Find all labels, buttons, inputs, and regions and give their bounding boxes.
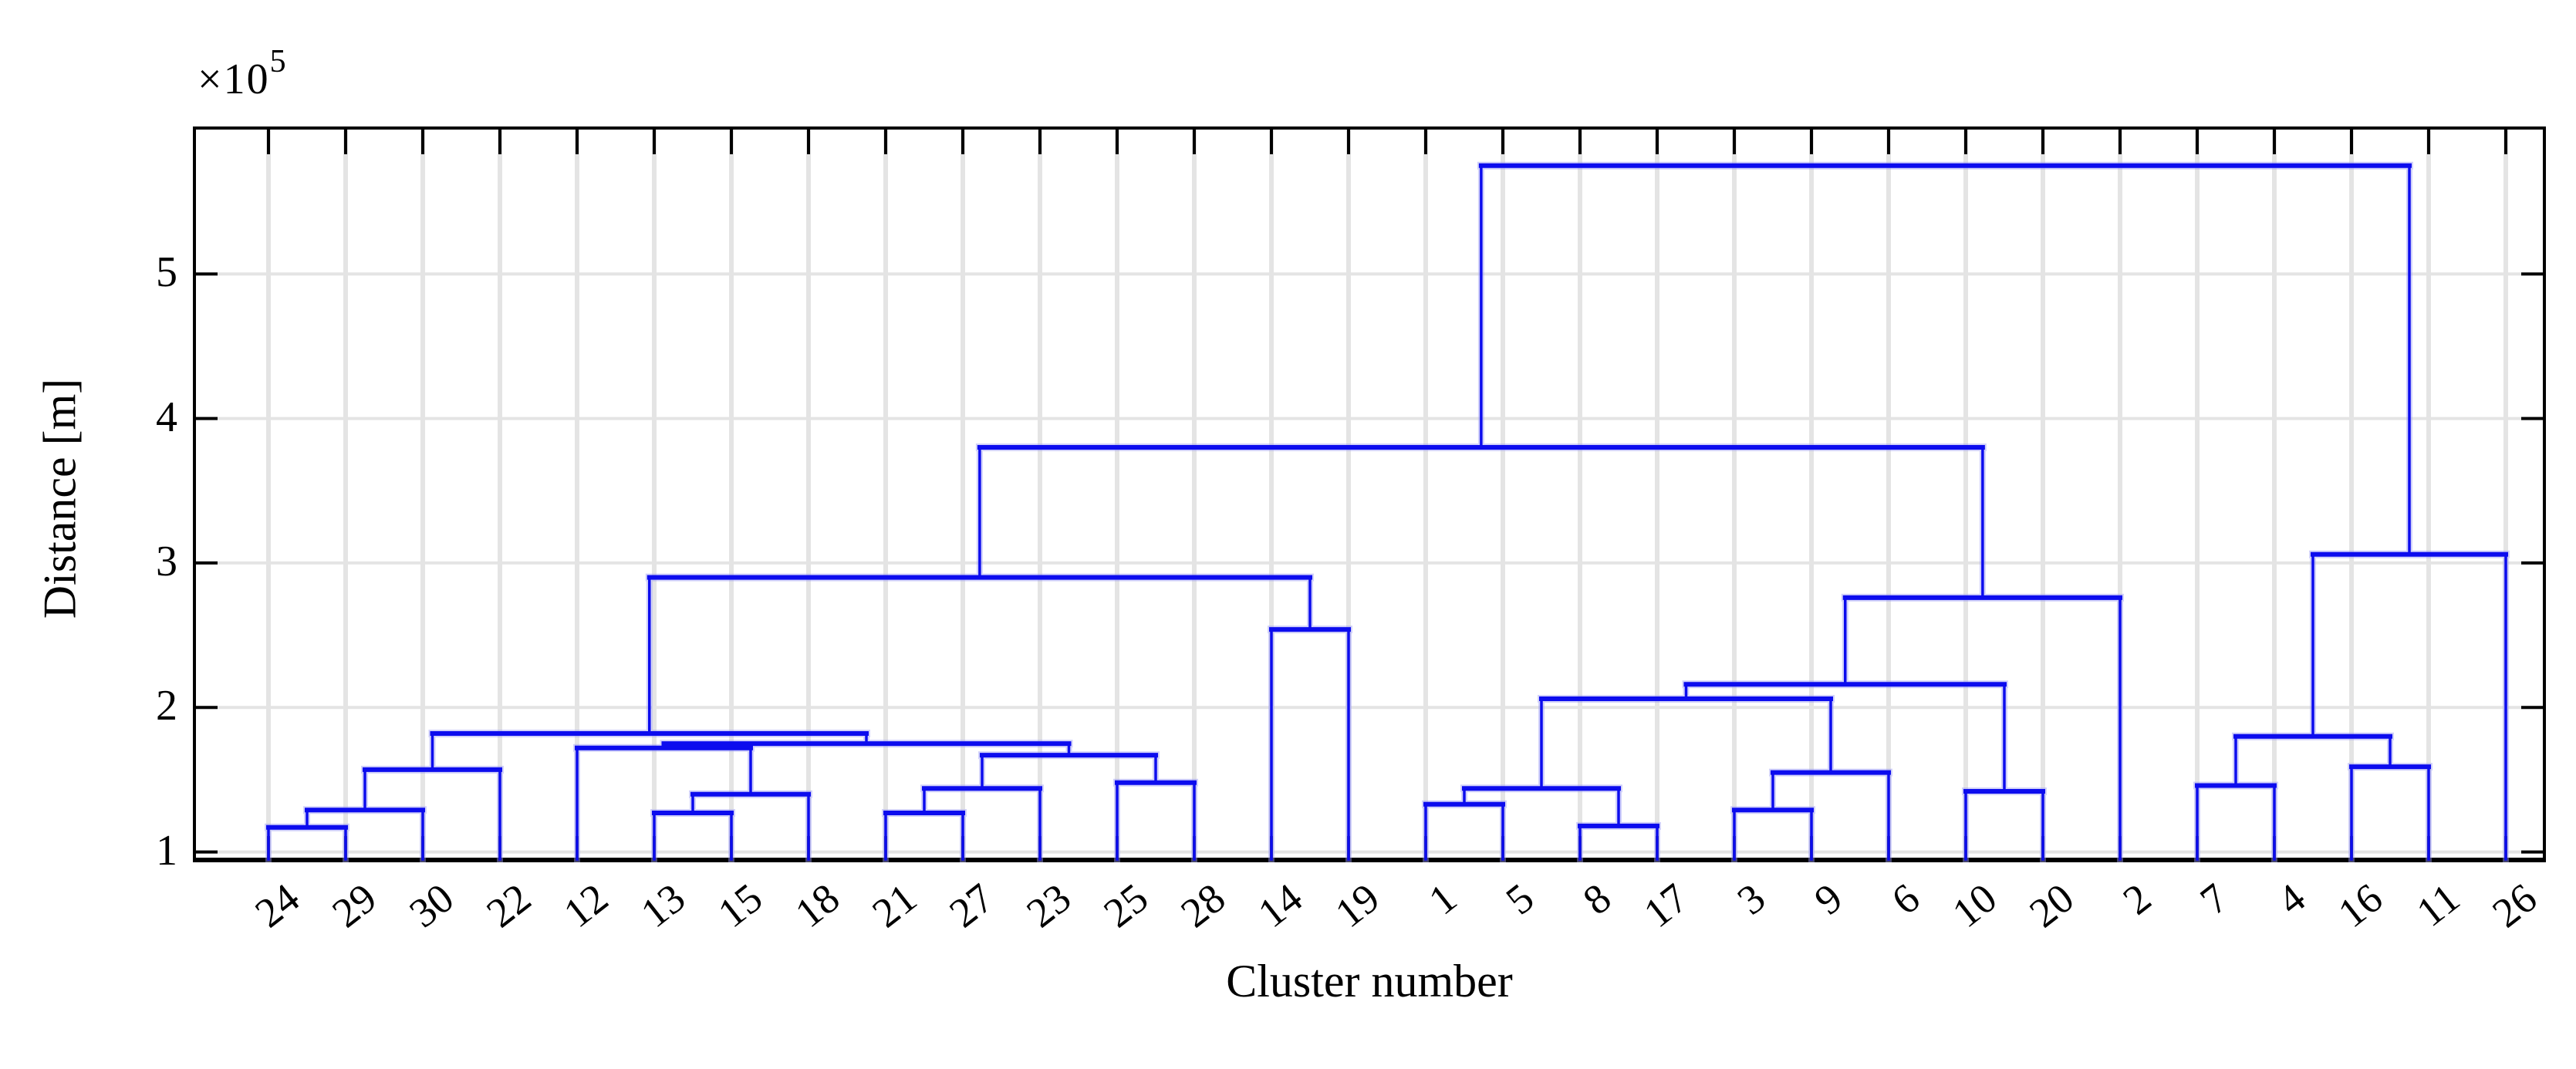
x-axis-title: Cluster number bbox=[1226, 956, 1513, 1007]
y-axis-exponent: ×105 bbox=[198, 43, 288, 104]
y-axis-exponent-power: 5 bbox=[269, 44, 288, 79]
tick-marks bbox=[196, 130, 2543, 858]
y-tick-label: 3 bbox=[156, 537, 177, 585]
axes-border bbox=[193, 126, 2546, 862]
y-axis-exponent-base: ×10 bbox=[198, 56, 270, 103]
y-tick-label: 4 bbox=[156, 393, 177, 441]
y-tick-label: 1 bbox=[156, 826, 177, 875]
cluster-links-halo bbox=[265, 161, 2510, 862]
cluster-links bbox=[266, 163, 2508, 861]
y-tick-label: 5 bbox=[156, 248, 177, 297]
gridlines bbox=[194, 128, 2544, 859]
y-axis-title: Distance [m] bbox=[34, 378, 86, 619]
y-tick-label: 2 bbox=[156, 682, 177, 730]
